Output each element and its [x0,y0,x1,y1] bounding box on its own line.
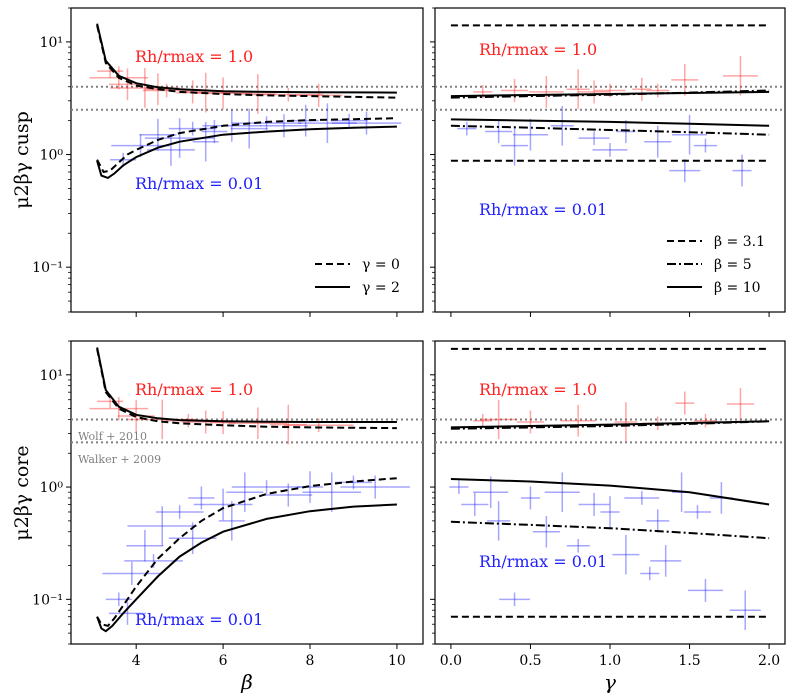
y-tick-label: 10¹ [40,35,63,51]
series-solid-line [450,118,770,127]
annot-low-cusp-gamma: Rh/rmax = 0.01 [479,200,607,219]
legend-gamma-2-label: γ = 2 [362,280,400,296]
x-tick-label: 0.5 [519,653,541,669]
series-dashed-line [96,348,397,430]
annot-high-core-gamma: Rh/rmax = 1.0 [479,380,597,399]
panel-core-gamma: 0.0 0.5 1.0 1.5 2.0 [430,340,786,669]
series-solid-line [96,347,397,423]
panel-cusp-gamma [430,7,786,317]
annot-high-cusp-gamma: Rh/rmax = 1.0 [479,40,597,59]
series-solid-line [450,90,770,98]
x-tick-label: 10 [388,653,406,669]
x-label-right: γ [604,670,616,694]
series-dashed-line [96,25,397,99]
annot-high-core-beta: Rh/rmax = 1.0 [135,380,253,399]
series-solid-line [96,503,397,633]
annot-low-core-beta: Rh/rmax = 0.01 [135,610,263,629]
series-dashdot-line [450,124,770,136]
annot-high-cusp-beta: Rh/rmax = 1.0 [135,47,253,66]
annot-low-cusp-beta: Rh/rmax = 0.01 [135,174,263,193]
y-tick-label: 10¹ [40,368,63,384]
ref-label-walker: Walker + 2009 [78,453,161,466]
x-tick-label: 0.0 [440,653,462,669]
y-tick-label: 10⁻¹ [32,592,63,608]
legend-beta-3-1-label: β = 3.1 [714,234,765,250]
y-tick-label: 10⁻¹ [32,260,63,276]
x-label-left: β [240,670,253,694]
legend-beta-5-label: β = 5 [714,257,752,273]
legend-gamma-0-label: γ = 0 [362,257,400,273]
annot-low-core-gamma: Rh/rmax = 0.01 [479,552,607,571]
y-tick-label: 10⁰ [40,480,64,496]
y-label-top: μ2βγ cusp [11,111,33,209]
legend-beta: β = 3.1 β = 5 β = 10 [667,234,765,296]
series-solid-line [450,420,770,429]
series-solid-line [96,125,397,180]
x-tick-label: 8 [306,653,315,669]
x-tick-label: 4 [132,653,141,669]
panel-core-beta: 10⁻¹ 10⁰ 10¹ 4 6 8 10 [32,340,424,669]
legend-gamma: γ = 0 γ = 2 [315,257,400,296]
x-tick-label: 1.5 [678,653,700,669]
x-tick-label: 6 [219,653,228,669]
plot-area [71,347,423,633]
x-tick-label: 1.0 [599,653,621,669]
series-dashdot-line [450,420,770,430]
legend-beta-10-label: β = 10 [714,280,761,296]
plot-area [435,347,785,630]
series-dashdot-line [450,520,770,540]
series-dashed-line [96,477,397,628]
x-tick-label: 2.0 [758,653,780,669]
series-solid-line [450,478,770,506]
plot-area [71,23,423,180]
ref-label-wolf: Wolf + 2010 [78,430,147,443]
panel-cusp-beta: 10⁻¹ 10⁰ 10¹ [32,7,424,317]
y-label-bottom: μ2βγ core [11,445,33,540]
series-dashed-line [96,117,397,174]
y-tick-label: 10⁰ [40,148,64,164]
plot-area [435,24,785,187]
series-solid-line [96,23,397,94]
